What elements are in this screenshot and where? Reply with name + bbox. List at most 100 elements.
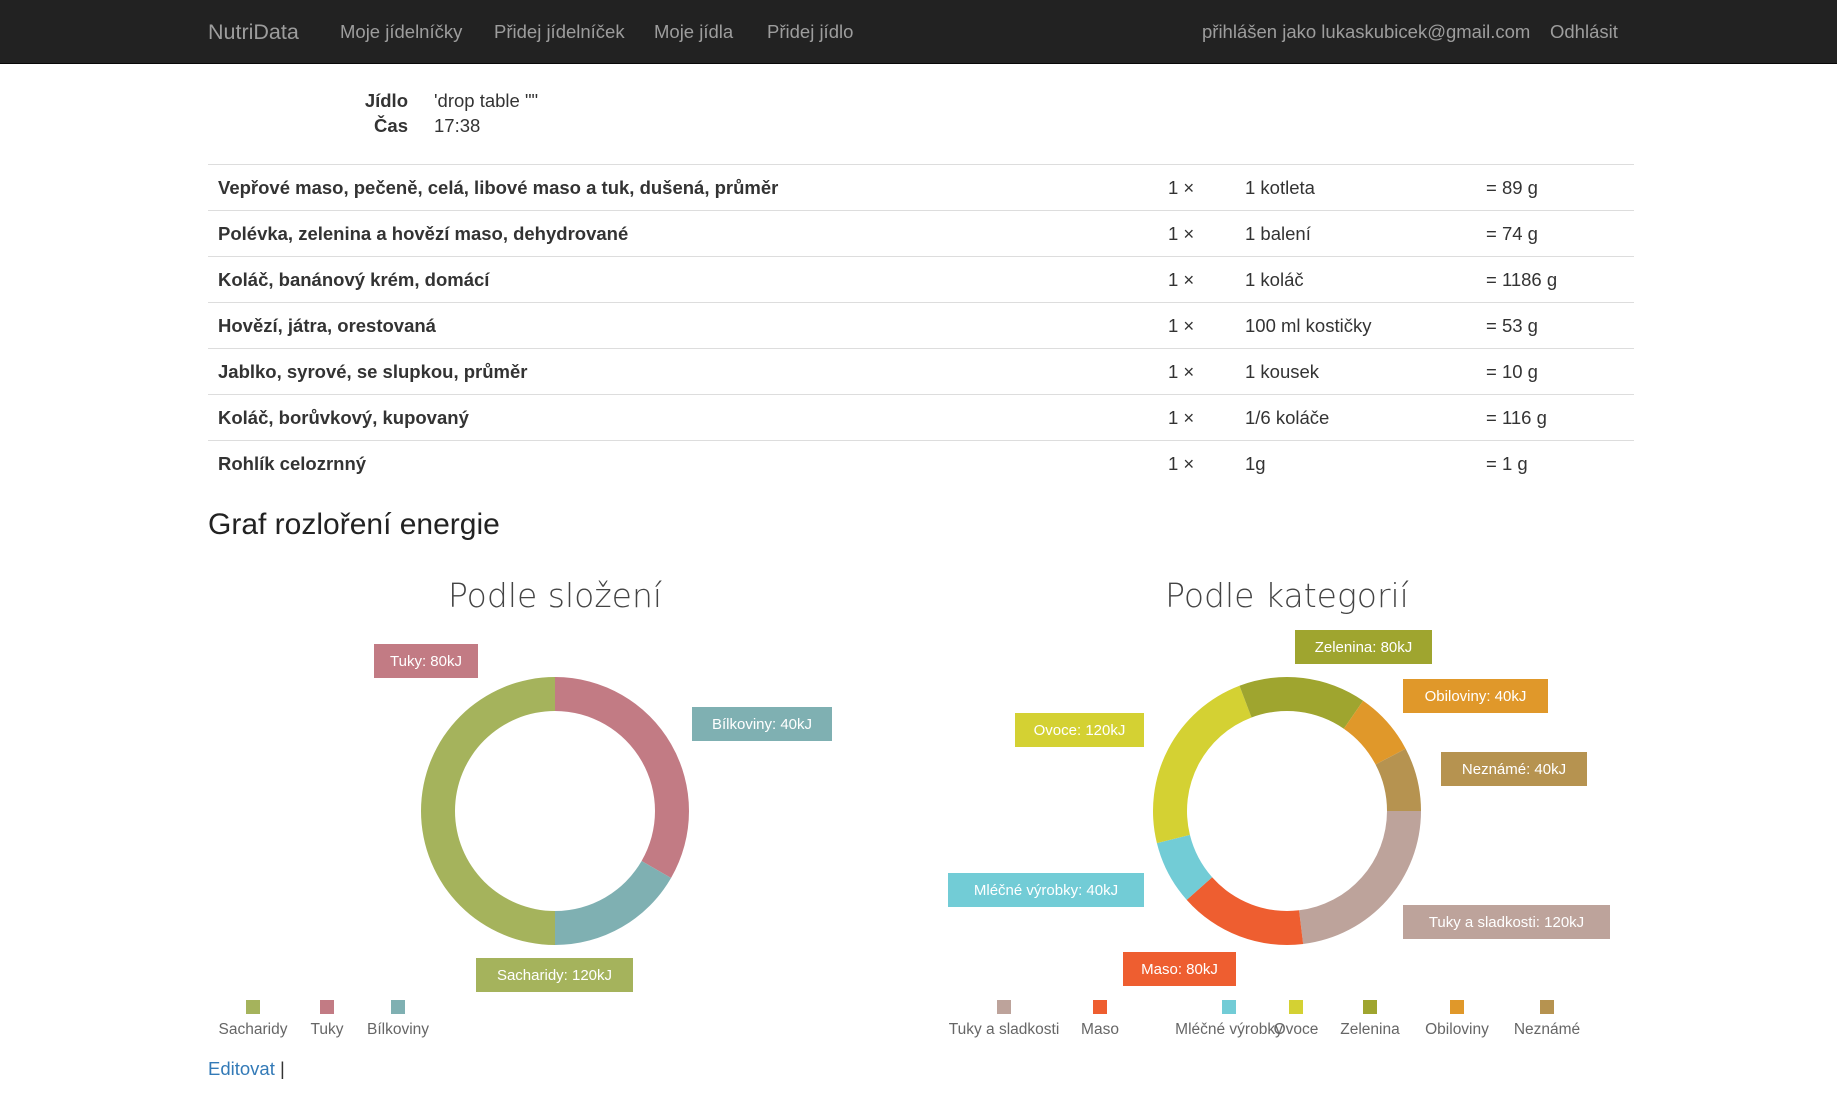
slice-label-bilkoviny: Bílkoviny: 40kJ — [712, 716, 812, 733]
slice-label-obiloviny: Obiloviny: 40kJ — [1425, 688, 1527, 705]
item-weight: = 53 g — [1476, 302, 1634, 349]
legend-label-maso[interactable]: Maso — [1081, 1021, 1119, 1038]
legend-label-tuky[interactable]: Tuky — [310, 1021, 343, 1038]
item-qty: 1 × — [1158, 302, 1235, 349]
slice-label-box-tuky-a-sladkosti — [1403, 905, 1610, 939]
legend-swatch-obiloviny[interactable] — [1450, 1000, 1464, 1014]
slice-label-maso: Maso: 80kJ — [1141, 961, 1218, 978]
meal-name-row: Jídlo 'drop table "" — [208, 88, 608, 113]
slice-label-zelenina: Zelenina: 80kJ — [1315, 639, 1413, 656]
donut-slice-tuky-a-sladkosti — [1299, 811, 1421, 945]
donut-slice-mlecne-vyrobky — [1156, 834, 1213, 900]
link-separator: | — [280, 1058, 285, 1079]
donut-slice-sacharidy — [421, 677, 555, 945]
item-unit: 1g — [1235, 440, 1476, 487]
legend-label-bilkoviny[interactable]: Bílkoviny — [367, 1021, 429, 1038]
item-unit: 1 kousek — [1235, 348, 1476, 395]
footer-links: Editovat | — [208, 1058, 285, 1080]
item-name: Rohlík celozrnný — [208, 440, 1158, 487]
logout-link[interactable]: Odhlásit — [1550, 21, 1618, 42]
chart-title: Podle kategorií — [1165, 576, 1409, 615]
item-name: Koláč, borůvkový, kupovaný — [208, 394, 1158, 441]
legend-swatch-bilkoviny[interactable] — [391, 1000, 405, 1014]
energy-section-title: Graf rozlоření energie — [208, 508, 500, 541]
table-row: Polévka, zelenina a hovězí maso, dehydro… — [208, 210, 1634, 257]
item-name: Vepřové maso, pečeně, celá, libové maso … — [208, 164, 1158, 211]
table-row: Koláč, borůvkový, kupovaný 1 × 1/6 koláč… — [208, 394, 1634, 441]
donut-slice-obiloviny — [1343, 700, 1406, 765]
top-navbar: NutriData Moje jídelníčky Přidej jídelní… — [0, 0, 1837, 64]
item-qty: 1 × — [1158, 440, 1235, 487]
legend-swatch-tuky-a-sladkosti[interactable] — [997, 1000, 1011, 1014]
item-name: Jablko, syrové, se slupkou, průměr — [208, 348, 1158, 395]
donut-slice-maso — [1186, 877, 1304, 945]
slice-label-box-ovoce — [1015, 713, 1144, 747]
donut-slice-tuky — [555, 677, 690, 878]
slice-label-sacharidy: Sacharidy: 120kJ — [497, 967, 612, 984]
item-qty: 1 × — [1158, 394, 1235, 441]
table-row: Jablko, syrové, se slupkou, průměr 1 × 1… — [208, 348, 1634, 395]
slice-label-tuky-a-sladkosti: Tuky a sladkosti: 120kJ — [1429, 914, 1584, 931]
legend-label-tuky-a-sladkosti[interactable]: Tuky a sladkosti — [949, 1021, 1060, 1038]
slice-label-box-sacharidy — [476, 958, 633, 992]
slice-label-box-nezname — [1441, 752, 1587, 786]
nav-add-menu[interactable]: Přidej jídelníček — [494, 21, 625, 42]
donut-slice-bilkoviny — [555, 861, 672, 945]
item-qty: 1 × — [1158, 348, 1235, 395]
logged-in-user: přihlášen jako lukaskubicek@gmail.com — [1202, 21, 1531, 42]
chart-title: Podle složení — [448, 576, 662, 615]
item-weight: = 1186 g — [1476, 256, 1634, 303]
slice-label-box-maso — [1123, 952, 1236, 986]
item-unit: 1 kotleta — [1235, 164, 1476, 211]
slice-label-box-obiloviny — [1403, 679, 1548, 713]
meal-name-value: 'drop table "" — [434, 90, 539, 111]
meal-time-label: Čas — [374, 115, 408, 136]
nav-my-menus[interactable]: Moje jídelníčky — [340, 21, 463, 42]
table-row: Rohlík celozrnný 1 × 1g = 1 g — [208, 440, 1634, 487]
item-weight: = 1 g — [1476, 440, 1634, 487]
slice-label-box-tuky — [374, 644, 478, 678]
item-unit: 1/6 koláče — [1235, 394, 1476, 441]
slice-label-box-mlecne-vyrobky — [948, 873, 1144, 907]
energy-charts: Podle složení Sacharidy: 120kJ Tuky: 80kJ… — [219, 576, 1610, 1038]
meal-time-row: Čas 17:38 — [208, 113, 608, 138]
legend-swatch-zelenina[interactable] — [1363, 1000, 1377, 1014]
nav-add-meal[interactable]: Přidej jídlo — [767, 21, 854, 42]
item-name: Hovězí, játra, orestovaná — [208, 302, 1158, 349]
item-unit: 1 balení — [1235, 210, 1476, 257]
legend-label-obiloviny[interactable]: Obiloviny — [1425, 1021, 1489, 1038]
legend-label-mlecne-vyrobky[interactable]: Mléčné výrobky — [1175, 1021, 1283, 1038]
slice-label-box-zelenina — [1295, 630, 1432, 664]
nav-my-meals[interactable]: Moje jídla — [654, 21, 734, 42]
item-qty: 1 × — [1158, 164, 1235, 211]
meal-name-label: Jídlo — [364, 90, 408, 111]
item-qty: 1 × — [1158, 210, 1235, 257]
slice-label-box-bilkoviny — [692, 707, 832, 741]
legend-swatch-maso[interactable] — [1093, 1000, 1107, 1014]
slice-label-ovoce: Ovoce: 120kJ — [1034, 722, 1126, 739]
legend-label-ovoce[interactable]: Ovoce — [1274, 1021, 1319, 1038]
item-qty: 1 × — [1158, 256, 1235, 303]
item-weight: = 116 g — [1476, 394, 1634, 441]
item-weight: = 74 g — [1476, 210, 1634, 257]
item-unit: 100 ml kostičky — [1235, 302, 1476, 349]
legend-label-sacharidy[interactable]: Sacharidy — [219, 1021, 288, 1038]
legend-swatch-nezname[interactable] — [1540, 1000, 1554, 1014]
edit-link[interactable]: Editovat — [208, 1058, 275, 1079]
legend-label-zelenina[interactable]: Zelenina — [1340, 1021, 1400, 1038]
item-name: Koláč, banánový krém, domácí — [208, 256, 1158, 303]
legend-swatch-tuky[interactable] — [320, 1000, 334, 1014]
donut-slice-nezname — [1375, 748, 1421, 811]
brand-link[interactable]: NutriData — [208, 20, 299, 44]
meal-items-table: Vepřové maso, pečeně, celá, libové maso … — [208, 164, 1634, 487]
meal-time-value: 17:38 — [434, 115, 481, 136]
slice-label-mlecne-vyrobky: Mléčné výrobky: 40kJ — [974, 882, 1118, 899]
category-donut-chart: Podle kategorií Tuky a sladkosti: 120kJ M… — [948, 576, 1610, 1038]
composition-donut-chart: Podle složení Sacharidy: 120kJ Tuky: 80kJ… — [219, 576, 832, 1038]
legend-swatch-ovoce[interactable] — [1289, 1000, 1303, 1014]
meal-details: Jídlo 'drop table "" Čas 17:38 — [208, 88, 608, 138]
legend-swatch-sacharidy[interactable] — [246, 1000, 260, 1014]
legend-label-nezname[interactable]: Neznámé — [1514, 1021, 1580, 1038]
legend-swatch-mlecne-vyrobky[interactable] — [1222, 1000, 1236, 1014]
slice-label-nezname: Neznámé: 40kJ — [1462, 761, 1566, 778]
